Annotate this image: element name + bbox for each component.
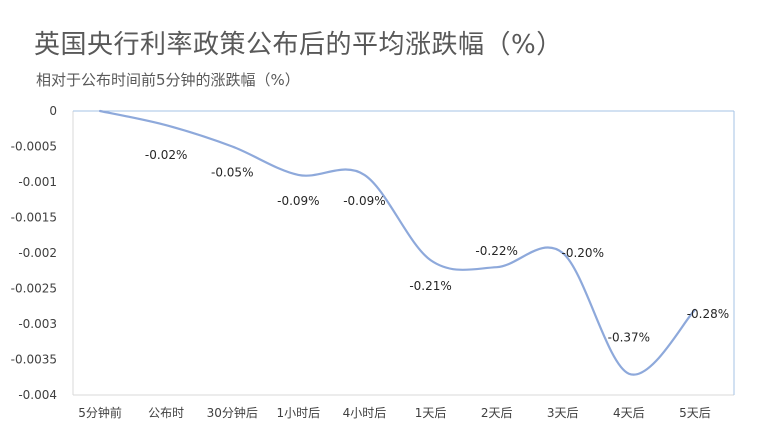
y-tick-label: 0	[49, 104, 57, 118]
y-tick-label: -0.0015	[11, 211, 57, 225]
y-tick-label: -0.0005	[11, 140, 57, 154]
data-label: -0.09%	[343, 194, 385, 208]
x-tick-label: 4天后	[613, 406, 645, 420]
data-label: -0.20%	[562, 246, 604, 260]
data-label: -0.09%	[277, 194, 319, 208]
x-tick-label: 5分钟前	[78, 405, 122, 420]
chart-subtitle: 相对于公布时间前5分钟的涨跌幅（%）	[36, 71, 300, 89]
data-labels: -0.02% -0.05% -0.09% -0.09% -0.21% -0.22% -0.2…	[145, 148, 729, 345]
x-tick-label: 5天后	[679, 406, 711, 420]
y-tick-label: -0.001	[18, 175, 57, 189]
x-tick-label: 1小时后	[277, 406, 321, 420]
y-tick-label: -0.0025	[11, 282, 57, 296]
data-label: -0.28%	[687, 307, 729, 321]
y-tick-label: -0.0035	[11, 353, 57, 367]
data-label: -0.21%	[409, 279, 451, 293]
data-label: -0.22%	[475, 244, 517, 258]
x-tick-label: 3天后	[547, 406, 579, 420]
series-line	[98, 109, 697, 376]
x-tick-label: 4小时后	[343, 406, 387, 420]
y-tick-label: -0.004	[18, 388, 57, 402]
x-tick-label: 公布时	[148, 406, 184, 420]
data-label: -0.37%	[608, 331, 650, 345]
data-label: -0.02%	[145, 148, 187, 162]
x-tick-label: 30分钟后	[207, 405, 258, 420]
x-axis-ticks: 5分钟前 公布时 30分钟后 1小时后 4小时后 1天后 2天后 3天后 4天后 5天后	[78, 405, 711, 420]
y-tick-label: -0.003	[18, 317, 57, 331]
x-tick-label: 1天后	[415, 406, 447, 420]
data-label: -0.05%	[211, 166, 253, 180]
y-axis-ticks: 0 -0.0005 -0.001 -0.0015 -0.002 -0.0025 -0.003…	[11, 104, 57, 402]
y-tick-label: -0.002	[18, 246, 57, 260]
chart-title: 英国央行利率政策公布后的平均涨跌幅（%）	[34, 30, 563, 60]
x-tick-label: 2天后	[481, 406, 513, 420]
